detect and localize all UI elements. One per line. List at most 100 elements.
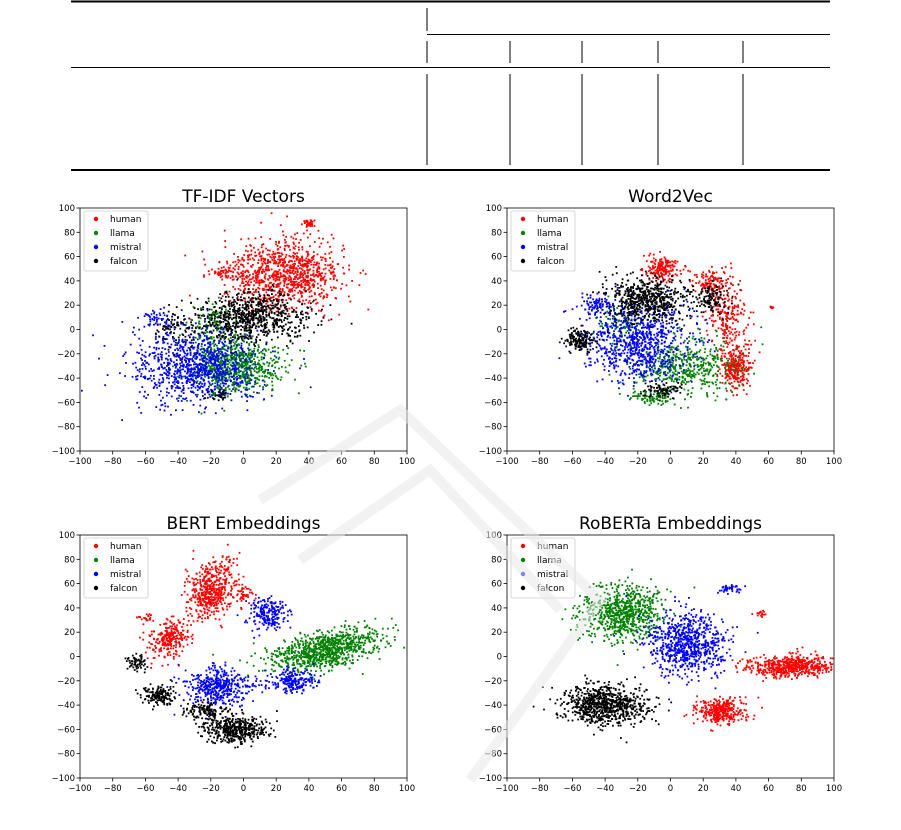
data-point: [252, 297, 254, 300]
data-point: [739, 364, 742, 367]
data-point: [702, 359, 705, 362]
data-point: [165, 323, 168, 325]
data-point: [234, 265, 237, 267]
data-point: [260, 369, 263, 372]
data-point: [669, 266, 672, 269]
data-point: [278, 312, 280, 314]
data-point: [304, 221, 307, 224]
data-point: [247, 347, 250, 350]
data-point: [279, 305, 282, 308]
data-point: [300, 223, 303, 226]
data-point: [727, 317, 730, 320]
data-point: [294, 253, 296, 255]
data-point: [726, 334, 729, 337]
data-point: [266, 262, 269, 264]
data-point: [724, 266, 727, 268]
data-point: [687, 393, 689, 395]
data-point: [219, 327, 222, 330]
data-point: [153, 355, 156, 358]
data-point: [351, 280, 353, 282]
data-point: [243, 278, 246, 280]
data-point: [287, 279, 290, 282]
data-point: [249, 304, 252, 307]
data-point: [232, 325, 234, 327]
data-point: [300, 285, 302, 288]
data-point: [156, 341, 159, 344]
data-point: [664, 259, 667, 262]
data-point: [677, 345, 679, 348]
data-point: [191, 346, 194, 349]
data-point: [706, 275, 709, 278]
data-point: [140, 412, 143, 414]
data-point: [191, 368, 194, 371]
data-point: [184, 329, 187, 332]
data-point: [333, 268, 336, 270]
data-point: [291, 295, 294, 297]
data-point: [644, 362, 647, 365]
data-point: [167, 325, 170, 328]
data-point: [249, 374, 252, 376]
data-point: [224, 274, 227, 277]
data-point: [682, 370, 685, 373]
data-point: [731, 344, 734, 347]
data-point: [214, 301, 217, 303]
data-point: [257, 296, 260, 299]
data-point: [301, 246, 304, 248]
data-point: [280, 291, 283, 294]
data-point: [263, 324, 266, 326]
data-point: [720, 344, 722, 347]
data-point: [209, 317, 212, 319]
data-point: [253, 343, 255, 346]
data-point: [735, 330, 738, 333]
data-point: [667, 261, 670, 264]
data-point: [183, 340, 185, 343]
data-point: [348, 268, 350, 271]
data-point: [285, 265, 288, 267]
data-point: [734, 372, 736, 375]
data-point: [682, 268, 685, 271]
data-point: [160, 351, 163, 353]
data-point: [246, 275, 248, 277]
data-point: [694, 290, 697, 293]
data-point: [192, 383, 195, 386]
data-point: [177, 342, 180, 344]
data-point: [205, 353, 207, 355]
data-point: [190, 321, 192, 324]
data-point: [257, 325, 260, 328]
data-point: [247, 329, 249, 332]
data-point: [219, 322, 222, 324]
data-point: [695, 273, 698, 276]
data-point: [196, 370, 199, 373]
data-point: [253, 280, 256, 282]
data-point: [221, 360, 224, 363]
data-point: [242, 357, 245, 360]
data-point: [208, 317, 211, 320]
data-point: [228, 388, 231, 391]
data-point: [303, 324, 305, 327]
data-point: [267, 297, 269, 300]
data-point: [638, 376, 641, 379]
data-point: [274, 280, 277, 282]
data-point: [196, 352, 199, 355]
data-point: [173, 372, 175, 375]
data-point: [206, 372, 209, 375]
data-point: [214, 272, 216, 275]
data-point: [297, 285, 299, 288]
data-point: [282, 269, 285, 271]
data-point: [312, 272, 315, 275]
data-point: [259, 281, 262, 284]
data-point: [246, 323, 249, 326]
data-point: [727, 330, 730, 332]
data-point: [246, 334, 249, 337]
data-point: [197, 314, 199, 317]
data-point: [239, 357, 241, 360]
data-point: [210, 350, 212, 353]
data-point: [706, 395, 709, 398]
data-point: [725, 390, 728, 392]
data-point: [286, 215, 288, 218]
data-point: [186, 327, 189, 329]
data-point: [284, 366, 287, 369]
data-point: [257, 291, 260, 293]
data-point: [203, 371, 206, 373]
data-point: [290, 235, 293, 238]
